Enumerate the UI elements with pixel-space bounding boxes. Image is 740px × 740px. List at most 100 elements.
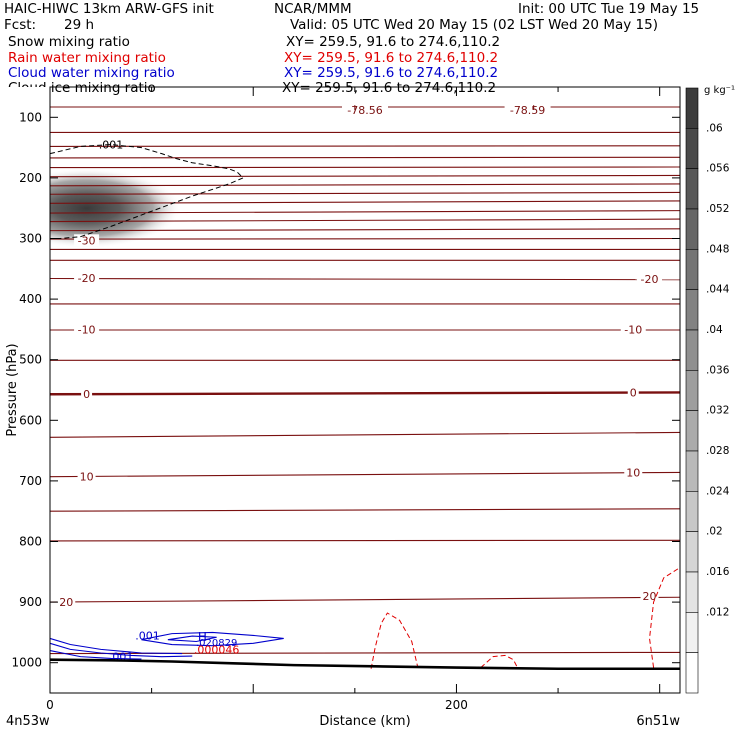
colorbar-segment	[685, 652, 699, 694]
temperature-contour	[49, 218, 681, 223]
colorbar-label: .056	[706, 163, 730, 175]
colorbar-segment	[685, 128, 699, 169]
temperature-contour	[49, 539, 681, 542]
cloud-water-contour	[49, 650, 142, 660]
colorbar-label: .04	[706, 324, 723, 336]
snow-contour-line	[49, 144, 244, 239]
temperature-contour-label: -30	[78, 234, 96, 247]
colorbar-segment	[685, 208, 699, 250]
temperature-contour-label: -78.56	[347, 104, 382, 117]
y-tick-label: 500	[19, 353, 42, 367]
x-tick-label: 0	[46, 698, 54, 712]
cloud-water-label: .001	[135, 629, 160, 642]
y-tick-label: 900	[19, 595, 42, 609]
valid-time: Valid: 05 UTC Wed 20 May 15 (02 LST Wed …	[290, 17, 658, 33]
temperature-label-bg	[620, 323, 646, 336]
terrain-line	[49, 658, 680, 671]
x-left-endpoint: 4n53w	[6, 714, 50, 729]
left-margin-mask	[0, 87, 50, 693]
temperature-label-bg	[624, 466, 643, 479]
colorbar-label: .028	[706, 445, 729, 457]
temperature-label-bg	[57, 596, 76, 609]
temperature-contour	[49, 277, 681, 281]
rain-contour	[649, 567, 681, 668]
colorbar-label: .048	[706, 243, 729, 255]
tropopause-notch	[354, 105, 535, 111]
temperature-contour	[49, 228, 681, 232]
x-tick-label: 200	[445, 698, 468, 712]
fcst-label: Fcst:	[4, 17, 37, 33]
temperature-label-bg	[74, 323, 100, 336]
cloud-water-label: H	[198, 630, 207, 644]
temperature-label-bg	[81, 388, 93, 401]
colorbar-segment	[685, 450, 699, 492]
model-title: HAIC-HIWC 13km ARW-GFS init	[4, 1, 214, 17]
colorbar-label: .036	[706, 364, 730, 376]
temperature-contour	[49, 391, 681, 396]
temperature-contour-label: -20	[78, 272, 96, 285]
colorbar-unit: g kg⁻¹	[704, 85, 735, 96]
temperature-label-bg	[77, 470, 96, 483]
temperature-contour	[49, 145, 681, 147]
temperature-contour-label: 20	[643, 590, 657, 603]
colorbar-segment	[685, 491, 699, 532]
colorbar-segment	[685, 571, 699, 613]
rain-contour	[480, 654, 518, 668]
x-axis-label: Distance (km)	[319, 714, 410, 729]
y-tick-label: 100	[19, 110, 42, 124]
colorbar-segment	[685, 249, 699, 290]
cloud-ice-field-xy: XY= 259.5, 91.6 to 274.6,110.2	[282, 80, 497, 96]
temperature-label-bg	[74, 234, 100, 247]
colorbar-segment	[685, 531, 699, 573]
temperature-contour	[49, 431, 681, 438]
y-tick-label: 400	[19, 292, 42, 306]
temperature-label-bg	[637, 273, 663, 286]
temperature-label-bg	[74, 271, 100, 284]
colorbar-segment	[685, 370, 699, 411]
cloud-water-field-xy: XY= 259.5, 91.6 to 274.6,110.2	[284, 65, 499, 81]
y-tick-label: 800	[19, 535, 42, 549]
y-tick-label: 300	[19, 232, 42, 246]
temperature-contour	[49, 210, 681, 214]
temperature-contour-label: -10	[624, 323, 642, 336]
plot-frame	[49, 86, 681, 694]
y-axis-label: Pressure (hPa)	[5, 343, 20, 436]
cloud-water-contour	[49, 642, 193, 658]
y-tick-label: 1000	[11, 656, 42, 670]
temperature-contour	[49, 508, 681, 512]
colorbar-segment	[685, 329, 699, 371]
y-tick-label: 700	[19, 474, 42, 488]
temperature-contour-label: 10	[626, 466, 640, 479]
y-tick-label: 600	[19, 413, 42, 427]
colorbar-label: .012	[706, 606, 729, 618]
temperature-label-bg	[627, 386, 639, 399]
x-right-endpoint: 6n51w	[636, 714, 680, 729]
colorbar-segment	[685, 87, 699, 129]
rain-contour	[370, 612, 419, 669]
temperature-contour-label: -20	[641, 273, 659, 286]
cloud-water-contour	[141, 631, 284, 647]
rain-field-name: Rain water mixing ratio	[8, 50, 166, 66]
colorbar-label: .044	[706, 284, 730, 296]
init-time: Init: 00 UTC Tue 19 May 15	[518, 1, 700, 17]
fcst-value: 29 h	[64, 17, 95, 33]
temperature-contour	[49, 596, 681, 603]
temperature-contour	[49, 471, 681, 478]
temperature-contour-label: 0	[630, 386, 637, 399]
temperature-contour	[49, 200, 681, 204]
snow-contour-label: .001	[99, 139, 124, 152]
temperature-contour-label: -10	[78, 323, 96, 336]
snow-field-name: Snow mixing ratio	[8, 34, 130, 50]
temperature-contour-label: 10	[80, 471, 94, 484]
rain-field-xy: XY= 259.5, 91.6 to 274.6,110.2	[284, 50, 499, 66]
colorbar-label: .024	[706, 485, 730, 497]
temperature-label-bg	[504, 104, 551, 117]
cloud-water-contour	[167, 635, 217, 643]
temperature-contour	[49, 237, 681, 240]
colorbar-segment	[685, 612, 699, 653]
cloud-water-label: .020829	[196, 638, 237, 649]
temperature-contour	[49, 156, 681, 159]
y-tick-label: 200	[19, 171, 42, 185]
